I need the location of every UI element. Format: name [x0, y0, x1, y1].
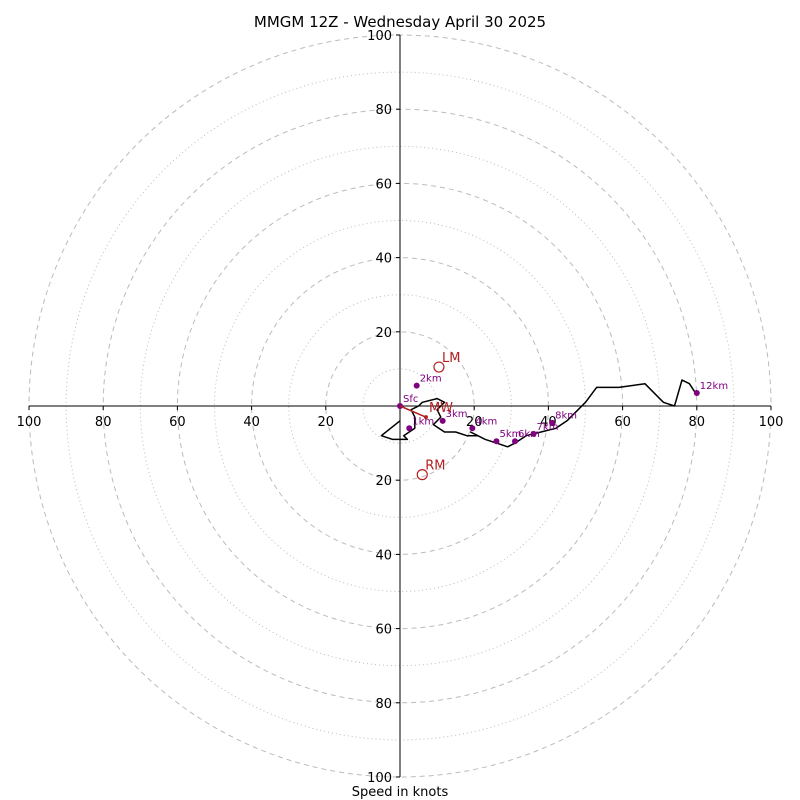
x-tick-label: 20: [318, 415, 335, 430]
y-tick-label: 100: [367, 771, 392, 786]
height-marker-label: 4km: [475, 416, 497, 427]
height-marker-label: 1km: [412, 416, 434, 427]
height-marker-label: 6km: [518, 429, 540, 440]
height-marker: [549, 419, 556, 426]
height-marker: [469, 425, 476, 432]
x-tick-label: 40: [540, 415, 557, 430]
storm-motion-label: LM: [442, 351, 460, 366]
y-tick-label: 80: [375, 103, 392, 118]
height-marker: [493, 438, 500, 445]
height-marker-label: 5km: [499, 429, 521, 440]
y-tick-label: 100: [367, 29, 392, 44]
height-marker: [439, 417, 446, 424]
x-tick-label: 40: [243, 415, 260, 430]
y-tick-label: 20: [375, 326, 392, 341]
x-tick-label: 20: [466, 415, 483, 430]
height-marker: [413, 382, 420, 389]
x-tick-label: 60: [614, 415, 631, 430]
y-tick-label: 60: [375, 177, 392, 192]
x-tick-label: 100: [759, 415, 784, 430]
chart-title: MMGM 12Z - Wednesday April 30 2025: [254, 13, 546, 31]
height-marker-label: Sfc: [403, 394, 418, 405]
storm-motion-label: MW: [429, 401, 453, 416]
tick-labels: 20 20 20 20 40 40 40 40 60 60 60 60 80 80 80 80 100 100 10…: [17, 29, 784, 786]
x-axis-label: Speed in knots: [352, 785, 449, 800]
y-tick-label: 80: [375, 697, 392, 712]
storm-motion-label: RM: [425, 459, 445, 474]
y-tick-label: 60: [375, 623, 392, 638]
mean-wind-vector: [399, 405, 427, 418]
y-tick-label: 40: [375, 548, 392, 563]
height-marker-label: 7km: [537, 422, 559, 433]
y-tick-label: 40: [375, 252, 392, 267]
mean-wind-tip: [423, 415, 428, 420]
wind-trace-line: [380, 379, 698, 448]
storm-motion-marker: [416, 469, 428, 481]
height-marker: [530, 430, 537, 437]
wind-trace: [380, 379, 698, 448]
x-tick-label: 100: [17, 415, 42, 430]
height-marker-label: 3km: [446, 409, 468, 420]
height-marker-label: 2km: [420, 374, 442, 385]
x-tick-label: 60: [169, 415, 186, 430]
height-marker: [693, 390, 700, 397]
x-tick-label: 80: [95, 415, 112, 430]
x-tick-label: 80: [689, 415, 706, 430]
storm-motion: LM RM MW: [399, 351, 460, 481]
height-marker: [406, 425, 413, 432]
height-marker-label: 12km: [700, 381, 728, 392]
height-marker: [512, 438, 519, 445]
y-tick-label: 20: [375, 474, 392, 489]
storm-motion-marker: [433, 361, 445, 373]
height-marker-label: 8km: [555, 411, 577, 422]
